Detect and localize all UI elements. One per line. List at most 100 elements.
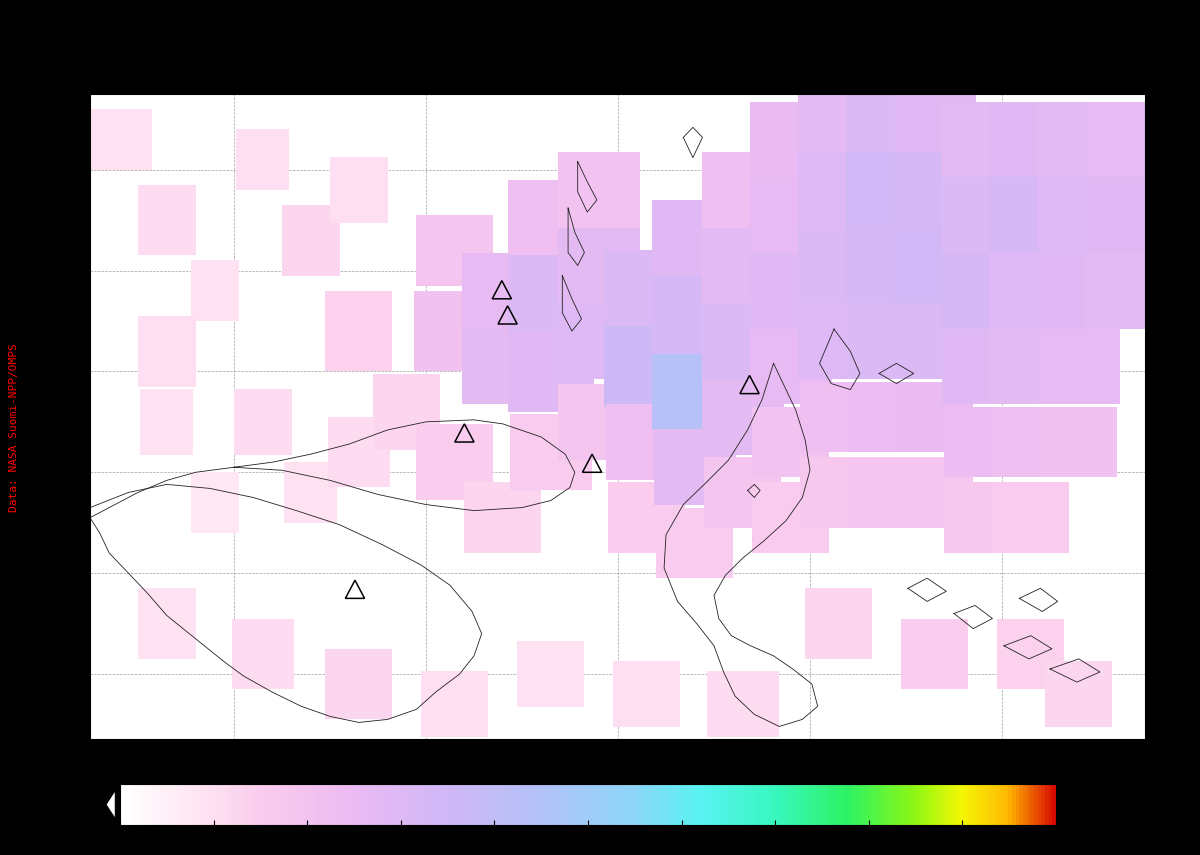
Bar xyxy=(901,618,968,689)
Bar xyxy=(421,671,488,737)
Bar xyxy=(805,588,872,659)
Bar xyxy=(752,482,829,553)
Bar xyxy=(944,482,1021,553)
Bar xyxy=(328,417,390,487)
Bar xyxy=(846,304,928,379)
Bar xyxy=(750,102,832,177)
Bar xyxy=(604,326,690,407)
Bar xyxy=(282,205,340,275)
Bar xyxy=(608,482,685,553)
Bar xyxy=(990,177,1072,253)
Bar xyxy=(707,671,779,737)
Bar xyxy=(558,152,640,227)
Bar xyxy=(558,384,640,460)
Bar xyxy=(652,275,738,357)
Bar xyxy=(798,76,880,152)
Bar xyxy=(558,227,640,304)
Bar xyxy=(1086,253,1168,328)
Bar xyxy=(508,256,594,336)
Bar xyxy=(85,109,152,169)
Bar xyxy=(510,415,592,490)
Bar xyxy=(558,304,640,379)
Bar xyxy=(508,180,594,261)
Bar xyxy=(325,649,392,719)
Bar xyxy=(846,76,928,152)
Polygon shape xyxy=(106,790,115,819)
Title: PCA SO₂ column TRM [DU]: PCA SO₂ column TRM [DU] xyxy=(486,768,690,781)
Bar xyxy=(798,152,880,227)
Bar xyxy=(654,429,736,505)
Bar xyxy=(702,152,784,227)
Bar xyxy=(798,304,880,379)
Bar xyxy=(848,457,925,528)
Bar xyxy=(1038,102,1120,177)
Bar xyxy=(652,354,738,429)
Bar xyxy=(992,482,1069,553)
Bar xyxy=(942,177,1024,253)
Bar xyxy=(330,157,388,222)
Bar xyxy=(517,641,584,707)
Bar xyxy=(1086,102,1168,177)
Bar xyxy=(944,407,1021,477)
Bar xyxy=(1038,328,1120,404)
Bar xyxy=(702,227,784,304)
Bar xyxy=(702,379,784,455)
Bar xyxy=(325,291,392,371)
Bar xyxy=(1038,177,1120,253)
Bar xyxy=(990,328,1072,404)
Bar xyxy=(846,227,928,304)
Bar xyxy=(1086,177,1168,253)
Bar xyxy=(704,457,781,528)
Bar xyxy=(800,457,877,528)
Bar xyxy=(232,618,294,689)
Bar xyxy=(896,457,973,528)
Bar xyxy=(236,129,289,190)
Bar xyxy=(997,618,1064,689)
Bar xyxy=(894,152,976,227)
Bar xyxy=(191,472,239,533)
Bar xyxy=(464,482,541,553)
Bar xyxy=(896,381,973,452)
Bar xyxy=(652,200,738,280)
Bar xyxy=(942,328,1024,404)
Bar xyxy=(656,508,733,578)
Bar xyxy=(798,227,880,304)
Bar xyxy=(750,328,832,404)
Text: Suomi NPP/OMPS - 11/25/2023 05:09-05:11 UT: Suomi NPP/OMPS - 11/25/2023 05:09-05:11 … xyxy=(353,38,847,57)
Bar xyxy=(613,662,680,727)
Bar xyxy=(942,102,1024,177)
Bar xyxy=(138,588,196,659)
Bar xyxy=(604,251,690,331)
Bar xyxy=(1040,407,1117,477)
Bar xyxy=(373,374,440,450)
Bar xyxy=(462,253,544,328)
Bar xyxy=(990,102,1072,177)
Bar xyxy=(284,463,337,522)
Bar xyxy=(606,404,688,480)
Text: Data: NASA Suomi-NPP/OMPS: Data: NASA Suomi-NPP/OMPS xyxy=(10,343,19,512)
Bar xyxy=(1045,662,1112,727)
Bar xyxy=(462,328,544,404)
Bar xyxy=(942,253,1024,328)
Bar xyxy=(138,316,196,386)
Bar xyxy=(138,185,196,256)
Bar xyxy=(234,389,292,455)
Bar xyxy=(1038,253,1120,328)
Bar xyxy=(414,291,496,371)
Bar xyxy=(992,407,1069,477)
Bar xyxy=(800,381,877,452)
Bar xyxy=(750,177,832,253)
Bar xyxy=(752,407,829,477)
Bar xyxy=(191,261,239,321)
Bar xyxy=(702,304,784,379)
Bar xyxy=(990,253,1072,328)
Bar xyxy=(846,152,928,227)
Bar xyxy=(140,389,193,455)
Bar xyxy=(894,304,976,379)
Bar xyxy=(416,215,493,286)
Text: SO₂ mass: 0.776 kt; SO₂ max: 1.13 DU at lon: 127.47 lat: 1.72 ; 05:10UTC: SO₂ mass: 0.776 kt; SO₂ max: 1.13 DU at … xyxy=(90,70,630,83)
Bar xyxy=(416,424,493,500)
Bar xyxy=(750,253,832,328)
Bar xyxy=(894,227,976,304)
Bar xyxy=(894,76,976,152)
